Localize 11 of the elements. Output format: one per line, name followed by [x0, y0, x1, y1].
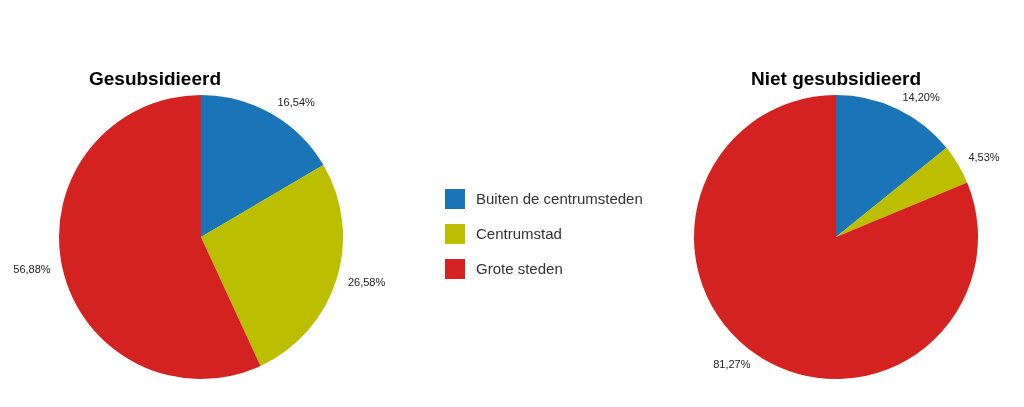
legend-label: Centrumstad	[476, 225, 562, 242]
data-label: 56,88%	[13, 263, 51, 276]
legend-label: Buiten de centrumsteden	[476, 190, 643, 207]
legend-label: Grote steden	[476, 260, 563, 277]
chart-title: Niet gesubsidieerd	[750, 68, 922, 90]
data-label: 26,58%	[347, 276, 386, 289]
data-label: 16,54%	[277, 96, 315, 109]
data-label: 4,53%	[968, 151, 1000, 164]
chart-title: Gesubsidieerd	[88, 68, 222, 90]
data-label: 81,27%	[713, 358, 751, 371]
data-label: 14,20%	[902, 91, 940, 104]
